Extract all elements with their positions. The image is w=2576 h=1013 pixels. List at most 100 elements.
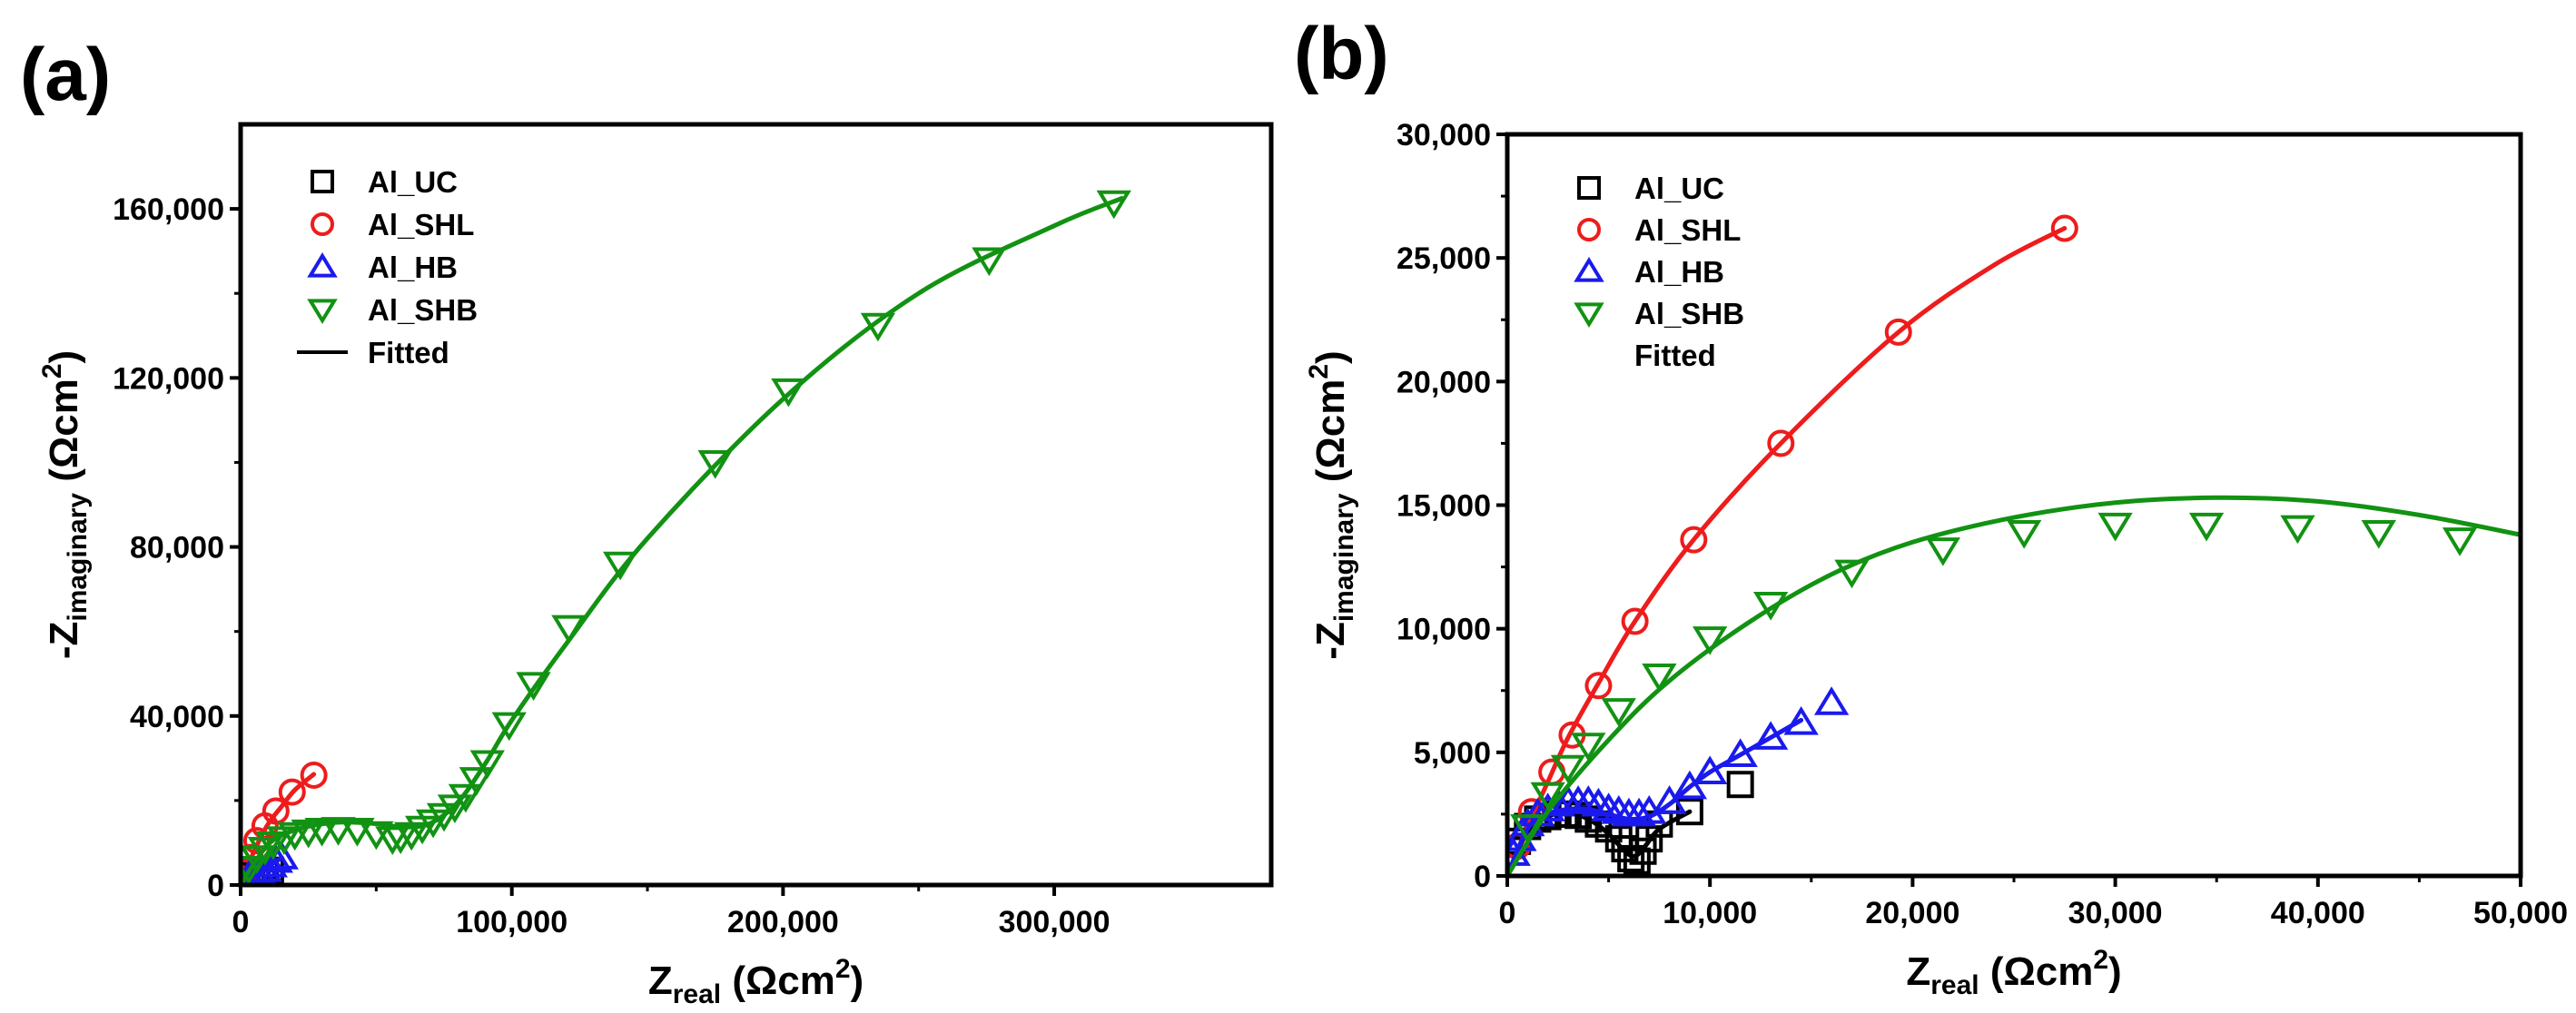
- x-tick-label: 10,000: [1663, 896, 1757, 930]
- y-tick-label: 160,000: [113, 192, 224, 227]
- data-point: [1813, 686, 1850, 715]
- data-point: [1584, 672, 1613, 700]
- data-point: [1753, 721, 1789, 750]
- data-point: [697, 450, 733, 479]
- series-al-shl: [1507, 214, 2078, 876]
- data-point: [1550, 754, 1586, 784]
- data-point: [1601, 698, 1636, 727]
- data-point: [551, 615, 587, 644]
- x-tick-label: 100,000: [456, 905, 568, 939]
- series-al-shb: [241, 190, 1131, 885]
- legend-label: Al_HB: [368, 251, 458, 284]
- y-tick-label: 15,000: [1397, 489, 1491, 524]
- x-tick-label: 0: [1499, 896, 1516, 930]
- legend-marker: [1577, 218, 1601, 241]
- y-tick-label: 10,000: [1397, 613, 1491, 647]
- panel-label: (b): [1294, 13, 1389, 95]
- data-point: [2188, 512, 2225, 542]
- data-point: [603, 551, 638, 581]
- data-point: [469, 750, 505, 780]
- data-point: [262, 797, 290, 825]
- data-point: [437, 794, 473, 824]
- plot-area: [241, 190, 1131, 885]
- legend-label: Al_SHB: [1634, 297, 1744, 330]
- x-tick-label: 300,000: [999, 905, 1110, 939]
- data-point: [1571, 733, 1606, 762]
- y-axis-title: -Zimaginary (Ωcm2): [37, 350, 93, 659]
- y-tick-label: 0: [1474, 860, 1491, 894]
- data-point: [771, 378, 806, 408]
- data-point: [1693, 626, 1728, 655]
- data-point: [459, 767, 495, 796]
- data-point: [1621, 797, 1657, 827]
- fit-line-al-shb: [1507, 495, 2521, 876]
- y-tick-label: 40,000: [130, 700, 224, 734]
- legend-label: Al_UC: [1634, 172, 1724, 205]
- y-axis-title-close: ): [42, 350, 86, 364]
- data-point: [516, 672, 551, 702]
- plot-frame: [238, 122, 1274, 888]
- data-point: [1834, 559, 1870, 589]
- y-axis-title-sub: imaginary: [63, 493, 93, 622]
- data-point: [278, 778, 306, 806]
- x-axis-title-sub: real: [1930, 970, 1979, 1000]
- data-point: [2280, 515, 2315, 545]
- y-axis-title: -Zimaginary (Ωcm2): [1304, 350, 1359, 659]
- legend-label: Fitted: [1634, 339, 1716, 372]
- data-point: [340, 818, 375, 847]
- x-axis-title-sub: real: [673, 979, 721, 1009]
- y-tick-label: 80,000: [130, 531, 224, 566]
- data-point: [860, 312, 896, 342]
- y-axis-title-sub: imaginary: [1329, 493, 1359, 622]
- y-axis-title-sup: 2: [1304, 364, 1334, 379]
- data-point: [1767, 429, 1795, 457]
- data-point: [2097, 512, 2133, 542]
- y-tick-label: 120,000: [113, 361, 224, 396]
- data-point: [247, 836, 283, 866]
- x-axis-title-main: Z: [1906, 949, 1930, 994]
- legend-a: Al_UC Al_SHL Al_HB Al_SHB Fitted: [297, 165, 478, 369]
- x-tick-label: 50,000: [2473, 896, 2568, 930]
- legend-label: Al_SHB: [368, 293, 478, 327]
- data-point: [304, 818, 340, 847]
- data-point: [1925, 537, 1961, 566]
- legend-label: Al_HB: [1634, 255, 1724, 289]
- chart-panel-b: (b) 0 10,000 20,000 30,000 40,000 50,000 0 5,000…: [1294, 13, 2568, 1000]
- data-point: [252, 848, 289, 878]
- fit-line-al-shl: [1507, 226, 2068, 876]
- data-point: [1753, 591, 1789, 621]
- data-point: [1591, 792, 1626, 821]
- x-axis-title-unit: (Ωcm: [1979, 949, 2094, 994]
- data-point: [300, 761, 328, 789]
- data-point: [491, 712, 527, 742]
- fit-line-al-shl: [241, 772, 317, 885]
- panel-label: (a): [20, 34, 111, 116]
- x-axis-title-sup: 2: [2093, 945, 2108, 975]
- data-point: [2007, 520, 2042, 549]
- plot-area: [1507, 214, 2521, 876]
- data-point: [1642, 663, 1677, 693]
- x-axis-title-sup: 2: [835, 954, 851, 984]
- data-point: [2361, 520, 2396, 549]
- data-point: [321, 817, 356, 846]
- legend-label: Fitted: [368, 336, 449, 369]
- legend-marker: [1574, 257, 1604, 282]
- legend-marker: [311, 170, 334, 193]
- data-point: [1783, 705, 1819, 735]
- y-axis-title-main: -Z: [42, 622, 86, 660]
- y-axis-title-sup: 2: [37, 363, 67, 379]
- legend-marker: [1577, 176, 1601, 200]
- data-point: [1096, 190, 1131, 220]
- y-axis-title-unit: (Ωcm: [42, 379, 86, 493]
- data-point: [1693, 755, 1728, 785]
- data-point: [2050, 214, 2078, 242]
- series-al-shb: [1507, 495, 2521, 876]
- data-point: [1571, 785, 1606, 814]
- legend-marker: [307, 252, 338, 278]
- x-tick-label: 40,000: [2271, 896, 2365, 930]
- data-point: [1621, 607, 1649, 635]
- x-tick-label: 20,000: [1865, 896, 1959, 930]
- y-axis-title-close: ): [1308, 350, 1353, 364]
- legend-label: Al_SHL: [1634, 213, 1741, 247]
